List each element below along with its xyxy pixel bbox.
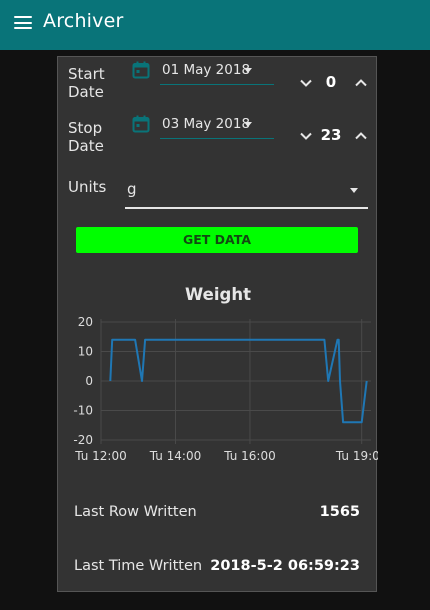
x-tick-label: Tu 14:00: [149, 449, 202, 463]
weight-series-line: [109, 338, 368, 424]
units-underline: [125, 207, 368, 209]
get-data-button[interactable]: GET DATA: [76, 227, 358, 253]
chart-title: Weight: [185, 285, 251, 304]
x-tick-label: Tu 19:00: [335, 449, 378, 463]
x-axis-ticks: Tu 12:00 Tu 14:00 Tu 16:00 Tu 19:00: [74, 449, 378, 463]
hamburger-menu-icon[interactable]: [14, 16, 32, 29]
y-axis-ticks: 20 10 0 -10 -20: [73, 315, 93, 447]
app-title: Archiver: [43, 10, 124, 32]
last-time-written-label: Last Time Written: [74, 558, 203, 574]
y-tick-label: 20: [78, 315, 93, 329]
start-date-value[interactable]: 01 May 2018: [162, 62, 251, 78]
stop-hour-value: 23: [320, 126, 342, 144]
units-dropdown-caret[interactable]: [350, 188, 358, 193]
app-header: Archiver: [0, 0, 430, 50]
units-select[interactable]: g: [127, 180, 137, 198]
stop-date-dropdown-caret[interactable]: [244, 122, 252, 127]
start-hour-decrease-chevron-down-icon[interactable]: [299, 76, 313, 90]
x-tick-label: Tu 16:00: [223, 449, 276, 463]
stop-date-label: Stop Date: [68, 119, 104, 155]
y-tick-label: 10: [78, 345, 93, 359]
archiver-panel: Start Date 01 May 2018 0 Stop Date 03 Ma…: [57, 56, 378, 592]
stop-hour-increase-chevron-up-icon[interactable]: [354, 129, 368, 143]
stop-date-underline: [160, 138, 274, 139]
start-date-label: Start Date: [68, 65, 105, 101]
start-hour-increase-chevron-up-icon[interactable]: [354, 76, 368, 90]
start-date-dropdown-caret[interactable]: [244, 68, 252, 73]
units-label: Units: [68, 178, 107, 196]
last-row-written-label: Last Row Written: [74, 504, 197, 520]
start-hour-value: 0: [325, 73, 337, 91]
calendar-icon[interactable]: [132, 115, 150, 133]
stop-date-value[interactable]: 03 May 2018: [162, 116, 251, 132]
start-date-underline: [160, 84, 274, 85]
last-row-written-value: 1565: [319, 504, 360, 520]
chart-series: [109, 338, 368, 424]
y-tick-label: 0: [85, 374, 93, 388]
last-time-written-value: 2018-5-2 06:59:23: [210, 558, 360, 574]
calendar-icon[interactable]: [132, 61, 150, 79]
stop-hour-decrease-chevron-down-icon[interactable]: [299, 129, 313, 143]
y-tick-label: -20: [73, 433, 93, 447]
y-tick-label: -10: [73, 404, 93, 418]
x-tick-label: Tu 12:00: [74, 449, 127, 463]
